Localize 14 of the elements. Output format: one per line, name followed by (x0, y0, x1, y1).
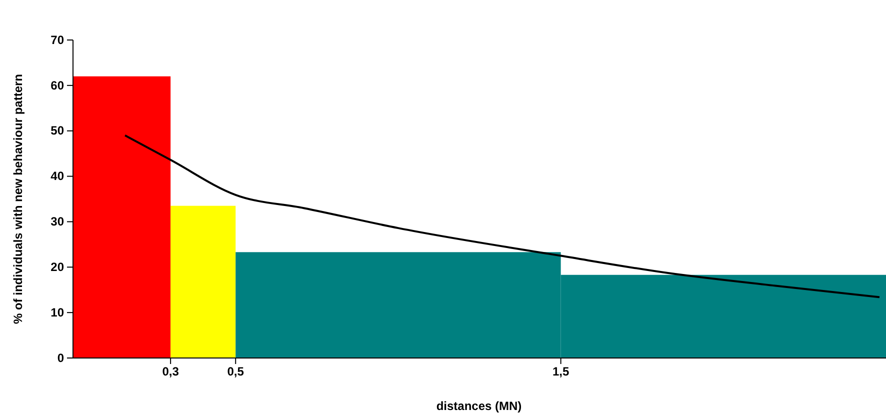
x-axis-title: distances (MN) (436, 399, 522, 413)
x-tick-label: 0,3 (162, 364, 180, 379)
y-tick-label: 20 (50, 260, 64, 274)
y-tick-label: 10 (50, 305, 64, 320)
y-tick-label: 0 (57, 350, 64, 365)
x-tick-label: 1,5 (552, 364, 570, 379)
y-axis-title: % of individuals with new behaviour pattern (11, 74, 25, 324)
y-tick-label: 70 (50, 32, 64, 47)
y-tick-label: 50 (50, 124, 64, 138)
y-tick-label: 60 (50, 78, 64, 92)
y-tick-label: 40 (50, 169, 64, 184)
x-tick-label: 0,5 (227, 364, 244, 379)
line-series (124, 134, 880, 298)
y-tick-label: 30 (50, 214, 64, 229)
